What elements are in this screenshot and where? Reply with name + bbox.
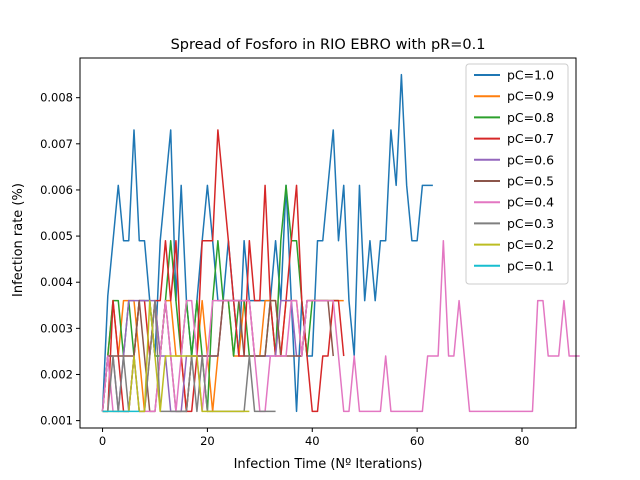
y-tick-label: 0.002 xyxy=(40,367,73,381)
chart-title: Spread of Fosforo in RIO EBRO with pR=0.… xyxy=(171,37,486,53)
y-tick-label: 0.004 xyxy=(40,275,73,289)
x-tick-label: 40 xyxy=(305,434,320,448)
series-line-6 xyxy=(101,299,334,413)
plot-frame xyxy=(79,57,577,429)
y-tick-label: 0.003 xyxy=(40,321,73,335)
series-lines xyxy=(101,73,580,413)
x-axis-ticks: 0 20 40 60 80 xyxy=(99,428,529,448)
legend-box xyxy=(465,63,569,285)
y-tick-label: 0.005 xyxy=(40,229,73,243)
y-tick-label: 0.001 xyxy=(40,414,73,428)
legend-label: pC=0.2 xyxy=(507,237,554,252)
x-tick-label: 20 xyxy=(200,434,215,448)
x-tick-label: 80 xyxy=(515,434,530,448)
legend-label: pC=0.5 xyxy=(507,174,554,189)
legend-label: pC=0.6 xyxy=(507,152,554,167)
legend-label: pC=1.0 xyxy=(507,68,554,83)
legend: pC=1.0 pC=0.9 pC=0.8 pC=0.7 pC=0.6 pC=0.5 pC=0… xyxy=(465,63,569,285)
y-tick-label: 0.007 xyxy=(40,137,73,151)
legend-label: pC=0.9 xyxy=(507,89,554,104)
y-axis-label: Infection rate (%) xyxy=(11,183,26,297)
legend-label: pC=0.4 xyxy=(507,195,554,210)
legend-label: pC=0.7 xyxy=(507,131,554,146)
x-axis-label: Infection Time (Nº Iterations) xyxy=(234,457,423,472)
series-line-7 xyxy=(101,239,580,413)
x-tick-label: 0 xyxy=(99,434,106,448)
y-tick-label: 0.006 xyxy=(40,183,73,197)
legend-label: pC=0.1 xyxy=(507,258,554,273)
legend-label: pC=0.3 xyxy=(507,216,554,231)
y-axis-ticks: 0.001 0.002 0.003 0.004 0.005 0.006 0.007 0.008 xyxy=(40,91,80,428)
y-tick-label: 0.008 xyxy=(40,91,73,105)
legend-label: pC=0.8 xyxy=(507,110,554,125)
x-tick-label: 60 xyxy=(410,434,425,448)
